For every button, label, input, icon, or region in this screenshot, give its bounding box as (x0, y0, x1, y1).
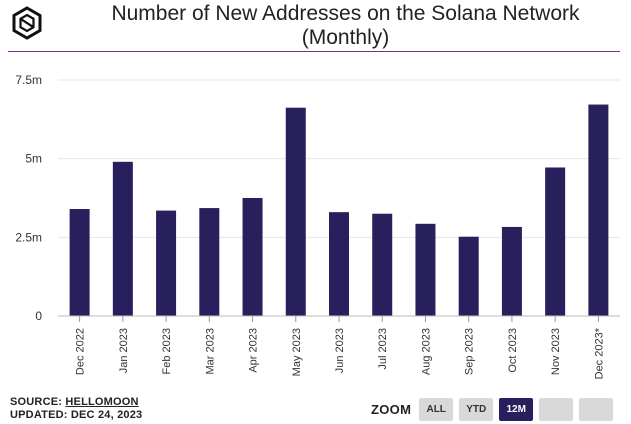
x-tick-label: Oct 2023 (507, 328, 519, 373)
bar (69, 209, 90, 316)
zoom-option-button-5[interactable] (579, 397, 614, 421)
bar (458, 236, 479, 316)
bar (329, 212, 349, 316)
source-prefix: SOURCE: (10, 396, 66, 408)
zoom-label: ZOOM (371, 401, 412, 417)
x-tick-label: Dec 2023* (593, 327, 605, 379)
bar (415, 223, 436, 316)
bar (285, 107, 306, 316)
bar (545, 167, 566, 316)
zoom-controls: ZOOM ALL YTD 12M (371, 397, 619, 421)
y-tick-label: 0 (35, 309, 42, 323)
x-tick-label: Sep 2023 (464, 328, 476, 375)
x-tick-label: Feb 2023 (161, 328, 173, 374)
chart-title-line2: (Monthly) (301, 26, 390, 49)
x-tick-label: Dec 2022 (75, 328, 87, 375)
zoom-ytd-button[interactable]: YTD (459, 397, 494, 421)
source-link[interactable]: HELLOMOON (65, 396, 139, 408)
y-tick-label: 7.5m (15, 73, 42, 87)
bar (588, 104, 609, 316)
x-tick-label: Jul 2023 (377, 328, 389, 370)
bar (199, 208, 220, 316)
x-tick-label: Aug 2023 (420, 328, 432, 375)
zoom-12m-button[interactable]: 12M (499, 397, 534, 421)
bar (156, 210, 177, 316)
bar (372, 213, 393, 316)
x-tick-label: Jan 2023 (118, 328, 130, 373)
zoom-option-button-4[interactable] (539, 397, 574, 421)
bar (112, 161, 133, 316)
x-tick-label: May 2023 (291, 328, 303, 376)
brand-logo-icon (12, 6, 42, 40)
x-tick-label: Jun 2023 (334, 328, 346, 373)
updated-date: UPDATED: DEC 24, 2023 (10, 409, 143, 421)
x-tick-label: Mar 2023 (204, 328, 216, 374)
y-tick-label: 2.5m (15, 230, 42, 244)
bar (501, 226, 522, 316)
chart-title-line1: Number of New Addresses on the Solana Ne… (111, 2, 580, 25)
bar (242, 198, 263, 316)
source-info: SOURCE: HELLOMOON UPDATED: DEC 24, 2023 (10, 396, 142, 422)
title-divider (8, 51, 620, 52)
x-tick-label: Nov 2023 (550, 328, 562, 375)
zoom-all-button[interactable]: ALL (419, 397, 454, 421)
bar-chart: 0 2.5m 5m 7.5m Dec 2022 Jan 2023 Feb 2023 Mar 2… (15, 73, 620, 379)
chart-title: Number of New Addresses on the Solana Ne… (60, 2, 631, 50)
source-line: SOURCE: HELLOMOON (10, 396, 142, 409)
y-tick-label: 5m (25, 152, 42, 166)
x-tick-label: Apr 2023 (248, 328, 260, 373)
